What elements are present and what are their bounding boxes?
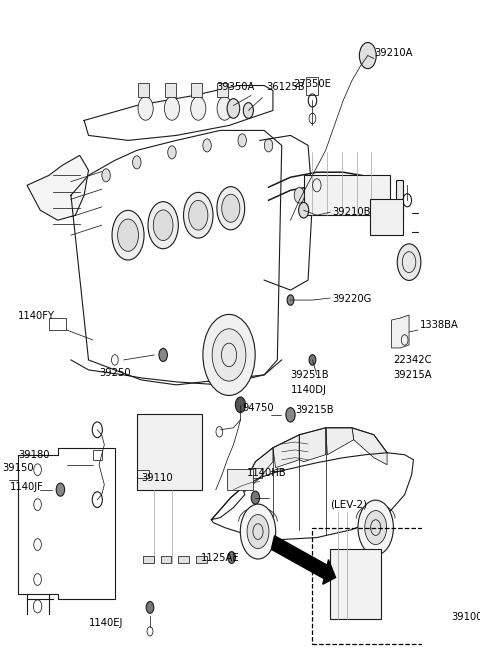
Circle shape: [132, 156, 141, 169]
Text: 1338BA: 1338BA: [420, 320, 458, 330]
Bar: [178, 555, 189, 563]
Polygon shape: [392, 315, 409, 348]
Circle shape: [299, 202, 309, 218]
Text: 39350A: 39350A: [216, 81, 254, 92]
Text: 36125B: 36125B: [266, 81, 304, 92]
Text: 1140HB: 1140HB: [247, 468, 286, 477]
Bar: [49, 318, 66, 330]
Bar: [160, 555, 171, 563]
Text: 39150: 39150: [2, 462, 34, 473]
Bar: [227, 469, 252, 490]
Text: 39215B: 39215B: [295, 405, 334, 415]
Polygon shape: [300, 428, 325, 462]
Bar: [312, 528, 425, 645]
Text: 1140JF: 1140JF: [10, 481, 43, 492]
Circle shape: [217, 187, 245, 230]
FancyArrow shape: [271, 536, 336, 584]
Text: 39250: 39250: [99, 368, 131, 378]
Circle shape: [153, 210, 173, 240]
Circle shape: [56, 483, 65, 496]
Text: 39100: 39100: [451, 612, 480, 622]
Polygon shape: [352, 428, 387, 464]
Text: 22342C: 22342C: [393, 355, 432, 365]
Bar: [431, 555, 440, 605]
Circle shape: [112, 210, 144, 260]
Text: 39180: 39180: [18, 450, 50, 460]
Text: 39210B: 39210B: [332, 207, 370, 217]
Text: 1140DJ: 1140DJ: [290, 385, 326, 395]
Bar: [191, 83, 202, 97]
Bar: [196, 555, 206, 563]
Circle shape: [217, 97, 232, 121]
Circle shape: [118, 219, 138, 252]
Bar: [396, 180, 404, 218]
Circle shape: [358, 500, 394, 555]
Text: 1140EJ: 1140EJ: [88, 618, 123, 628]
Circle shape: [228, 552, 236, 563]
Text: 1140FY: 1140FY: [18, 311, 55, 321]
Circle shape: [360, 43, 376, 69]
Circle shape: [212, 329, 246, 381]
Circle shape: [286, 407, 295, 422]
Circle shape: [287, 295, 294, 305]
Text: 1125AE: 1125AE: [201, 553, 240, 563]
Text: 94750: 94750: [242, 403, 274, 413]
Polygon shape: [273, 435, 300, 468]
Circle shape: [240, 504, 276, 559]
Circle shape: [203, 314, 255, 396]
Bar: [251, 468, 262, 477]
Bar: [93, 450, 102, 460]
Circle shape: [222, 195, 240, 222]
Circle shape: [148, 202, 179, 249]
Circle shape: [247, 515, 269, 548]
Bar: [138, 83, 149, 97]
Circle shape: [191, 97, 206, 121]
Text: 39215A: 39215A: [393, 370, 432, 380]
Circle shape: [189, 200, 208, 230]
Circle shape: [294, 187, 304, 203]
Bar: [137, 415, 202, 490]
Bar: [137, 470, 149, 477]
Bar: [165, 83, 176, 97]
Text: 39220G: 39220G: [333, 294, 372, 304]
Circle shape: [365, 511, 387, 544]
Circle shape: [243, 103, 253, 119]
Circle shape: [227, 99, 240, 119]
Circle shape: [238, 134, 246, 147]
Bar: [143, 555, 154, 563]
Text: (LEV-2): (LEV-2): [330, 500, 367, 510]
Circle shape: [251, 491, 260, 504]
Bar: [370, 199, 403, 235]
Circle shape: [164, 97, 180, 121]
Circle shape: [168, 146, 176, 159]
Text: 39251B: 39251B: [290, 370, 329, 380]
Circle shape: [235, 397, 245, 413]
Circle shape: [309, 355, 316, 365]
Polygon shape: [242, 448, 273, 492]
Text: 39210A: 39210A: [374, 48, 412, 58]
Bar: [330, 549, 381, 620]
Circle shape: [102, 169, 110, 182]
Circle shape: [159, 348, 168, 362]
Circle shape: [264, 139, 273, 152]
Text: 27350E: 27350E: [293, 79, 331, 88]
Circle shape: [397, 244, 421, 280]
Circle shape: [183, 193, 213, 238]
Circle shape: [203, 139, 211, 152]
Bar: [306, 77, 318, 96]
Polygon shape: [27, 155, 88, 220]
Polygon shape: [325, 428, 354, 455]
Bar: [304, 175, 390, 215]
Circle shape: [138, 97, 153, 121]
Circle shape: [146, 601, 154, 613]
Bar: [217, 83, 228, 97]
Text: 39110: 39110: [141, 473, 173, 483]
